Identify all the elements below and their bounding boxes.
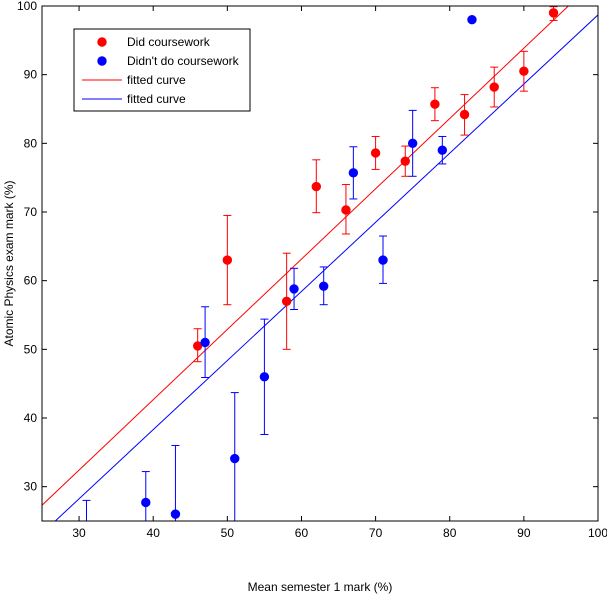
- y-tick-label: 50: [24, 342, 38, 356]
- legend-entry-didnt-do-coursework: Didn't do coursework: [97, 54, 240, 68]
- y-tick-label: 80: [24, 136, 38, 150]
- data-point-series-2: [319, 281, 329, 291]
- y-tick-label: 30: [24, 480, 38, 494]
- data-point-series-2: [437, 145, 448, 155]
- data-point-series-2: [170, 509, 181, 519]
- legend-marker: [97, 56, 107, 66]
- data-point-series-1: [281, 296, 292, 306]
- y-axis-label: Atomic Physics exam mark (%): [2, 180, 16, 346]
- x-tick-label: 70: [369, 526, 383, 540]
- legend-label: Didn't do coursework: [127, 54, 240, 68]
- data-point-series-1: [222, 255, 233, 265]
- data-point-series-1: [548, 8, 559, 18]
- x-axis-label: Mean semester 1 mark (%): [248, 580, 393, 594]
- legend: Did coursework Didn't do coursework fitted…: [73, 28, 251, 112]
- legend-label: fitted curve: [127, 73, 186, 87]
- fitted-line-1: [42, 6, 569, 506]
- axes-frame: [41, 5, 599, 522]
- x-tick-label: 50: [221, 526, 235, 540]
- data-point-series-2: [200, 337, 210, 348]
- x-tick-label: 90: [517, 526, 531, 540]
- data-point-series-2: [230, 453, 240, 464]
- data-point-series-1: [430, 99, 440, 109]
- data-point-series-1: [341, 205, 351, 215]
- data-point-series-2: [289, 284, 299, 294]
- y-tick-label: 40: [24, 411, 38, 425]
- data-point-series-1: [370, 148, 381, 158]
- fitted-line-2: [54, 14, 598, 521]
- data-point-series-1: [519, 66, 529, 76]
- y-tick-label: 60: [24, 274, 38, 288]
- x-tick-label: 100: [588, 526, 607, 540]
- y-tick-label: 90: [24, 68, 38, 82]
- legend-entry-fit-blue: fitted curve: [82, 92, 186, 106]
- x-tick-label: 60: [295, 526, 309, 540]
- data-point-series-2: [378, 255, 388, 265]
- legend-marker: [97, 37, 107, 47]
- y-tick-label: 100: [17, 0, 37, 13]
- data-point-series-1: [459, 109, 470, 120]
- legend-entry-fit-red: fitted curve: [82, 73, 186, 87]
- data-point-series-1: [192, 341, 203, 351]
- data-point-series-1: [400, 156, 410, 166]
- legend-entry-did-coursework: Did coursework: [97, 35, 211, 49]
- data-point-series-1: [489, 82, 499, 92]
- data-point-series-2: [259, 372, 270, 382]
- error-bar: [82, 499, 91, 521]
- data-point-series-1: [311, 181, 321, 192]
- x-tick-label: 80: [443, 526, 457, 540]
- data-point-series-2: [467, 15, 477, 25]
- y-tick-label: 70: [24, 205, 38, 219]
- data-point-series-2: [141, 497, 151, 508]
- legend-label: fitted curve: [127, 92, 186, 106]
- x-tick-label: 30: [72, 526, 86, 540]
- x-tick-label: 40: [147, 526, 161, 540]
- data-point-series-2: [348, 168, 359, 178]
- legend-label: Did coursework: [127, 35, 211, 49]
- data-point-series-2: [407, 138, 418, 149]
